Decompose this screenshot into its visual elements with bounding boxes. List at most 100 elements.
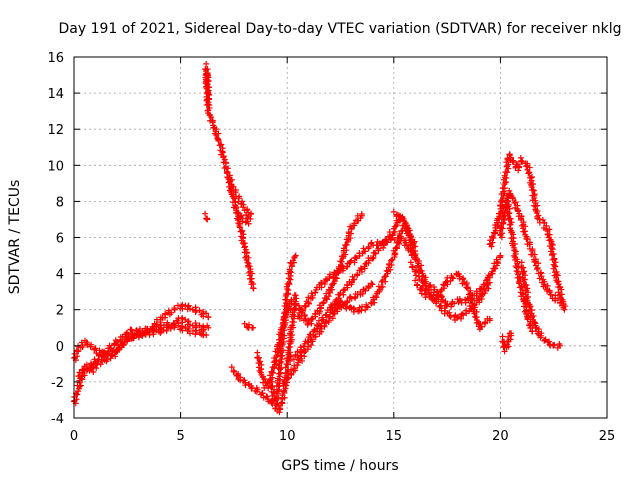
data-point <box>277 336 284 343</box>
data-point <box>344 263 351 270</box>
data-point <box>74 353 81 360</box>
data-point <box>451 300 458 307</box>
data-point <box>135 334 142 341</box>
data-point <box>506 210 513 217</box>
data-point <box>290 356 297 363</box>
data-point <box>509 194 516 201</box>
data-point <box>203 72 210 79</box>
data-point <box>518 264 525 271</box>
data-point <box>185 302 192 309</box>
data-point <box>526 241 533 248</box>
data-point <box>549 246 556 253</box>
data-point <box>309 292 316 299</box>
data-point <box>244 215 251 222</box>
data-point <box>281 387 288 394</box>
data-point <box>298 306 305 313</box>
data-point <box>320 316 327 323</box>
data-point <box>548 238 555 245</box>
data-point <box>514 274 521 281</box>
data-point <box>534 202 541 209</box>
data-point <box>247 266 254 273</box>
data-point <box>396 240 403 247</box>
data-point <box>393 212 400 219</box>
data-point <box>265 385 272 392</box>
data-point <box>437 303 444 310</box>
data-point <box>240 201 247 208</box>
data-point <box>502 174 509 181</box>
data-point <box>216 142 223 149</box>
data-point <box>362 287 369 294</box>
data-point <box>168 309 175 316</box>
data-point <box>503 192 510 199</box>
data-point <box>537 270 544 277</box>
data-point <box>96 347 103 354</box>
data-point <box>507 225 514 232</box>
data-point <box>322 312 329 319</box>
data-point <box>534 264 541 271</box>
data-point <box>368 280 375 287</box>
data-point <box>444 281 451 288</box>
data-point <box>523 310 530 317</box>
data-point <box>400 216 407 223</box>
series-arc-15 <box>294 232 419 322</box>
data-point <box>505 215 512 222</box>
data-point <box>327 284 334 291</box>
x-tick-label: 15 <box>386 429 403 444</box>
data-point <box>264 393 271 400</box>
data-point <box>312 289 319 296</box>
data-point <box>302 303 309 310</box>
series-arc-14 <box>284 212 404 364</box>
data-point <box>200 326 207 333</box>
data-point <box>157 329 164 336</box>
data-point <box>407 259 414 266</box>
data-point <box>196 322 203 329</box>
data-point <box>529 187 536 194</box>
data-point <box>73 391 80 398</box>
data-point <box>481 320 488 327</box>
data-point <box>506 187 513 194</box>
data-point <box>271 365 278 372</box>
data-point <box>488 243 495 250</box>
data-point <box>486 315 493 322</box>
data-point <box>245 220 252 227</box>
data-point <box>389 232 396 239</box>
data-point <box>517 154 524 161</box>
y-tick-label: 10 <box>47 159 64 174</box>
data-point <box>409 263 416 270</box>
data-point <box>491 265 498 272</box>
data-point <box>206 96 213 103</box>
data-point <box>274 345 281 352</box>
data-point <box>245 209 252 216</box>
data-point <box>492 230 499 237</box>
data-point <box>281 376 288 383</box>
data-point <box>541 219 548 226</box>
data-point <box>227 189 234 196</box>
data-point <box>548 244 555 251</box>
data-point <box>476 296 483 303</box>
data-point <box>242 382 249 389</box>
data-point <box>526 301 533 308</box>
data-point <box>539 216 546 223</box>
series-arc-5 <box>202 68 213 106</box>
data-point <box>455 271 462 278</box>
data-point <box>558 291 565 298</box>
data-point <box>441 285 448 292</box>
data-point <box>305 299 312 306</box>
data-point <box>338 253 345 260</box>
data-point <box>355 308 362 315</box>
data-point <box>352 254 359 261</box>
data-point <box>521 282 528 289</box>
series-arc-8 <box>233 205 255 227</box>
data-point <box>413 272 420 279</box>
data-point <box>278 324 285 331</box>
data-point <box>268 383 275 390</box>
data-point <box>510 159 517 166</box>
data-point <box>81 363 88 370</box>
data-point <box>229 193 236 200</box>
data-point <box>535 326 542 333</box>
data-point <box>538 332 545 339</box>
data-point <box>531 259 538 265</box>
data-point <box>393 244 400 251</box>
data-point <box>511 199 518 206</box>
data-point <box>365 245 372 252</box>
